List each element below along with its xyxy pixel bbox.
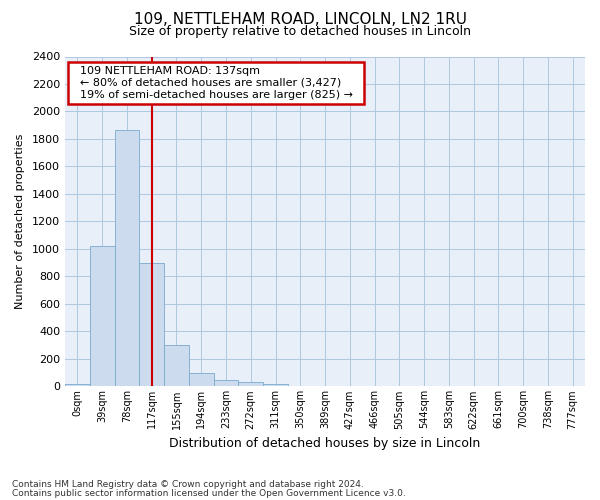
- Bar: [164, 345, 189, 387]
- Text: 109, NETTLEHAM ROAD, LINCOLN, LN2 1RU: 109, NETTLEHAM ROAD, LINCOLN, LN2 1RU: [133, 12, 467, 28]
- Bar: [115, 130, 139, 386]
- Text: Size of property relative to detached houses in Lincoln: Size of property relative to detached ho…: [129, 25, 471, 38]
- Bar: [65, 384, 90, 386]
- Bar: [238, 382, 263, 386]
- X-axis label: Distribution of detached houses by size in Lincoln: Distribution of detached houses by size …: [169, 437, 481, 450]
- Y-axis label: Number of detached properties: Number of detached properties: [15, 134, 25, 309]
- Bar: [189, 372, 214, 386]
- Bar: [90, 246, 115, 386]
- Text: Contains HM Land Registry data © Crown copyright and database right 2024.: Contains HM Land Registry data © Crown c…: [12, 480, 364, 489]
- Text: Contains public sector information licensed under the Open Government Licence v3: Contains public sector information licen…: [12, 488, 406, 498]
- Bar: [139, 262, 164, 386]
- Bar: [214, 380, 238, 386]
- Bar: [263, 384, 288, 386]
- Text: 109 NETTLEHAM ROAD: 137sqm  
  ← 80% of detached houses are smaller (3,427)  
  : 109 NETTLEHAM ROAD: 137sqm ← 80% of deta…: [73, 66, 360, 100]
